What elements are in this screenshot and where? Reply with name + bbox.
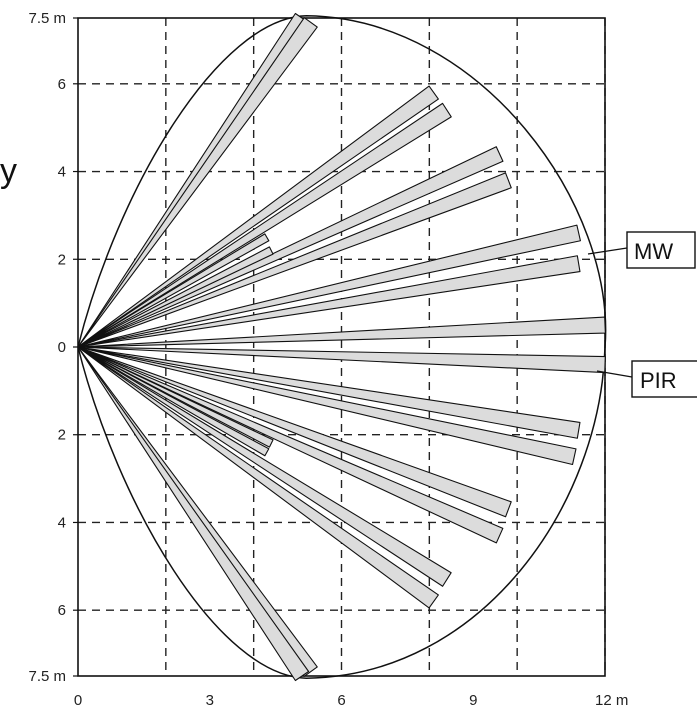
detection-beam <box>77 346 577 466</box>
detection-beam <box>77 316 606 348</box>
detection-beam <box>77 346 318 677</box>
coverage-envelope <box>77 15 607 679</box>
detection-beams <box>77 12 606 682</box>
pir-callout: PIR <box>596 360 697 398</box>
detection-beam <box>77 346 581 439</box>
short-beam <box>77 346 274 448</box>
y-tick-label: 4 <box>58 514 66 531</box>
stray-glyph: y <box>0 152 17 190</box>
short-beam <box>77 233 270 348</box>
detection-beam <box>77 85 439 348</box>
mw-label-box <box>626 231 696 269</box>
y-tick-label: 2 <box>58 251 66 268</box>
x-tick-label: 3 <box>206 692 214 709</box>
x-tick-label: 12 m <box>595 692 628 709</box>
y-tick-label: 4 <box>58 164 66 181</box>
pir-leader-line <box>596 370 633 378</box>
detection-beam <box>77 346 310 682</box>
y-tick-label: 7.5 m <box>28 668 66 685</box>
short-beam <box>77 246 274 348</box>
y-tick-label: 6 <box>58 602 66 619</box>
pir-label-box <box>631 360 697 398</box>
x-tick-label: 9 <box>469 692 477 709</box>
mw-leader-line <box>587 247 628 255</box>
grid <box>77 17 606 677</box>
y-tick-label: 2 <box>58 427 66 444</box>
detection-beam <box>77 346 504 544</box>
axis-ticks: 7.5 m 6 4 2 0 2 4 6 7.5 m 0 3 6 9 12 m <box>28 10 628 709</box>
mw-label: MW <box>634 239 673 264</box>
y-tick-label: 6 <box>58 76 66 93</box>
x-tick-label: 6 <box>337 692 345 709</box>
detection-beam <box>77 172 512 348</box>
detection-beam <box>77 346 452 587</box>
x-tick-label: 0 <box>74 692 82 709</box>
detection-beam <box>77 17 318 348</box>
pir-label: PIR <box>640 368 677 393</box>
detection-beam <box>77 224 581 348</box>
detection-beam <box>77 255 581 348</box>
short-beam <box>77 346 270 457</box>
y-tick-label: 7.5 m <box>28 10 66 27</box>
y-tick-label: 0 <box>58 339 66 356</box>
detection-beam <box>77 346 439 609</box>
detection-beam <box>77 346 512 518</box>
coverage-outline <box>77 15 607 679</box>
detection-beam <box>77 102 452 348</box>
mw-callout: MW <box>587 231 696 269</box>
detection-beam <box>77 346 606 374</box>
